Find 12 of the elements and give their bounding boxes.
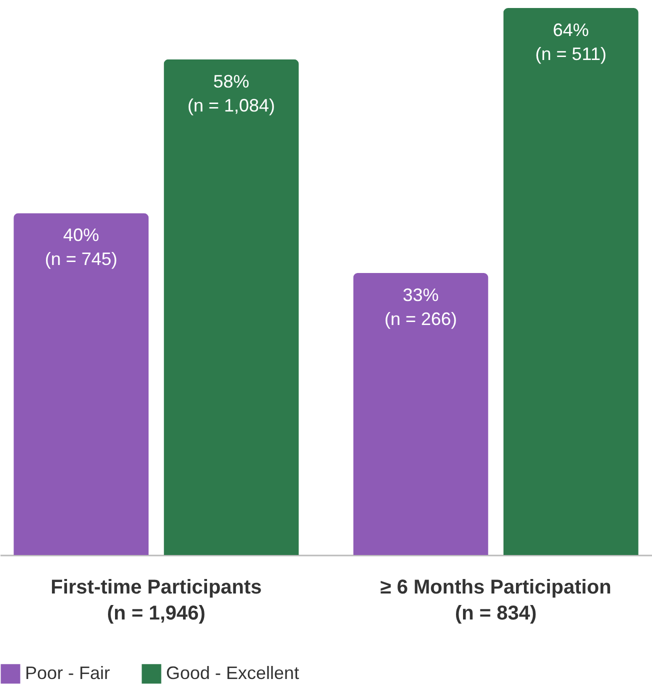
data-label: 40% (n = 745) xyxy=(44,225,118,270)
data-label: 58% (n = 1,084) xyxy=(187,71,276,116)
x-tick-label: First-time Participants (n = 1,946) xyxy=(50,576,262,624)
bar xyxy=(503,8,638,555)
bar xyxy=(164,59,299,555)
legend-label: Good - Excellent xyxy=(166,662,300,683)
bar xyxy=(14,213,149,555)
legend-label: Poor - Fair xyxy=(25,662,110,683)
bar xyxy=(353,272,488,555)
data-label: 64% (n = 511) xyxy=(535,20,606,64)
x-tick-label: ≥ 6 Months Participation (n = 834) xyxy=(380,576,612,624)
data-label: 33% (n = 266) xyxy=(384,284,457,329)
